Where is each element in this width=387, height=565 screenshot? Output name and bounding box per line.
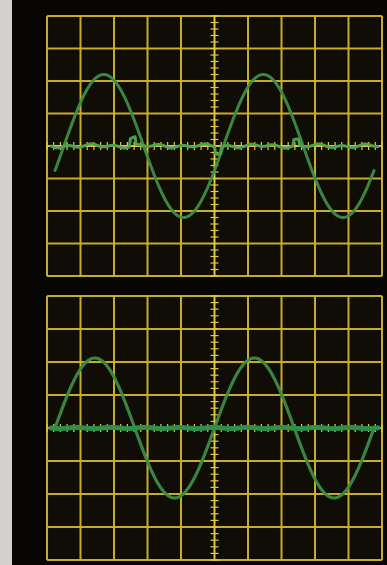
oscilloscope-photo-frame [12,0,387,565]
oscilloscope-display-top [46,15,383,277]
oscilloscope-display-bottom [46,295,383,561]
sine-wave-trace [53,73,376,219]
baseline-trace [48,424,381,432]
baseline-trace [49,135,380,156]
oscilloscope-screen-bottom [46,295,383,561]
oscilloscope-screen-top [46,15,383,277]
